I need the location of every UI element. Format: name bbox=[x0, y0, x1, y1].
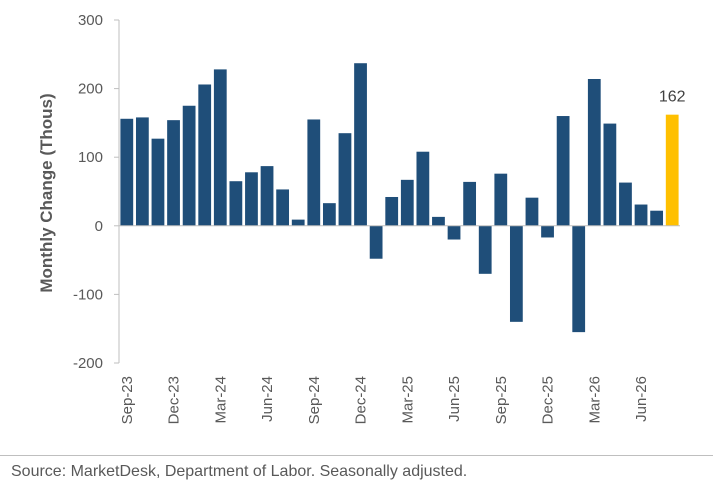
bar bbox=[135, 117, 149, 226]
bar bbox=[213, 69, 227, 226]
last-bar-value-label: 162 bbox=[659, 89, 686, 106]
bar bbox=[650, 210, 664, 226]
x-tick-label: Mar-25 bbox=[399, 376, 416, 424]
bars bbox=[120, 63, 679, 333]
bar bbox=[572, 225, 586, 333]
x-tick-label: Sep-23 bbox=[119, 376, 136, 424]
x-tick-label: Dec-23 bbox=[166, 376, 183, 424]
bar bbox=[198, 84, 212, 226]
bar bbox=[229, 181, 243, 226]
bar bbox=[120, 118, 134, 226]
source-note: Source: MarketDesk, Department of Labor.… bbox=[11, 463, 468, 480]
footer-divider bbox=[0, 455, 713, 456]
y-axis-label: Monthly Change (Thous) bbox=[37, 93, 56, 292]
x-tick-label: Sep-24 bbox=[306, 376, 323, 424]
bar bbox=[509, 225, 523, 322]
y-tick-label: 0 bbox=[95, 218, 103, 235]
x-axis-ticks: Sep-23 Dec-23 Mar-24 Jun-24 Sep-24 Dec-24 Mar-… bbox=[119, 376, 650, 424]
bar bbox=[167, 120, 180, 226]
bar bbox=[369, 225, 383, 259]
x-tick-label: Dec-25 bbox=[540, 376, 557, 424]
bar bbox=[634, 204, 648, 226]
bar bbox=[432, 216, 445, 226]
bar bbox=[556, 116, 570, 226]
x-tick-label: Jun-25 bbox=[446, 376, 463, 422]
x-tick-label: Jun-26 bbox=[633, 376, 650, 422]
bar bbox=[338, 133, 352, 226]
bar bbox=[276, 189, 290, 226]
y-tick-label: 200 bbox=[78, 81, 103, 98]
y-tick-label: 100 bbox=[78, 149, 103, 166]
bar bbox=[478, 225, 492, 274]
bar bbox=[151, 138, 165, 226]
bar bbox=[587, 78, 601, 226]
x-tick-label: Mar-26 bbox=[586, 376, 603, 424]
bar bbox=[245, 172, 258, 226]
y-axis-ticks: -200 -100 0 100 200 300 bbox=[73, 12, 119, 372]
chart: -200 -100 0 100 200 300 Sep-23 Dec-23 Mar-24 Jun… bbox=[37, 12, 686, 424]
x-tick-label: Mar-24 bbox=[212, 376, 229, 424]
bar bbox=[307, 119, 321, 226]
bar-highlight bbox=[665, 114, 679, 226]
bar bbox=[354, 63, 367, 226]
y-tick-label: -200 bbox=[73, 355, 103, 372]
y-tick-label: -100 bbox=[73, 286, 103, 303]
x-tick-label: Jun-24 bbox=[259, 376, 276, 422]
bar bbox=[385, 196, 399, 226]
bar bbox=[447, 225, 461, 240]
bar bbox=[291, 219, 305, 226]
bar bbox=[400, 179, 414, 226]
bar bbox=[260, 166, 274, 226]
bar bbox=[182, 105, 196, 226]
bar bbox=[463, 181, 477, 226]
x-tick-label: Dec-24 bbox=[353, 376, 370, 424]
bar bbox=[322, 203, 336, 226]
x-tick-label: Sep-25 bbox=[493, 376, 510, 424]
bar bbox=[603, 123, 617, 226]
bar bbox=[541, 225, 554, 238]
bar bbox=[416, 151, 430, 226]
bar bbox=[525, 197, 539, 226]
y-tick-label: 300 bbox=[78, 12, 103, 29]
bar bbox=[494, 173, 508, 226]
bar bbox=[619, 182, 632, 226]
